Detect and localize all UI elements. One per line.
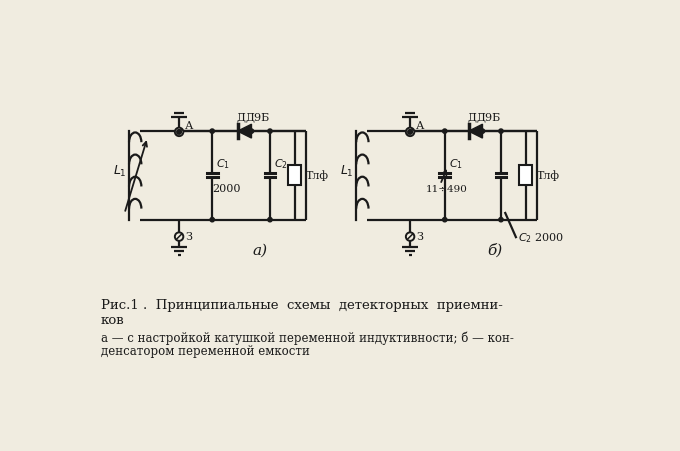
Circle shape (499, 217, 503, 222)
Text: ков: ков (101, 314, 124, 327)
Circle shape (406, 128, 414, 136)
Text: $C_2$: $C_2$ (274, 158, 288, 171)
Polygon shape (237, 124, 252, 138)
Text: Д: Д (237, 112, 246, 122)
Circle shape (175, 128, 184, 136)
Text: $C_1$: $C_1$ (216, 158, 230, 171)
Text: Д9Б: Д9Б (245, 112, 270, 122)
Circle shape (175, 232, 184, 241)
Text: Д: Д (468, 112, 477, 122)
Text: $C_1$: $C_1$ (449, 158, 462, 171)
Text: 2000: 2000 (212, 184, 240, 194)
Text: денсатором переменной емкости: денсатором переменной емкости (101, 345, 309, 358)
Text: 11÷490: 11÷490 (426, 185, 467, 194)
Circle shape (408, 130, 412, 134)
Text: $L_1$: $L_1$ (340, 164, 354, 179)
Bar (288, 166, 301, 185)
Text: б): б) (487, 243, 503, 258)
Text: Д9Б: Д9Б (477, 112, 500, 122)
Circle shape (177, 130, 182, 134)
Text: а — с настройкой катушкой переменной индуктивности; б — кон-: а — с настройкой катушкой переменной инд… (101, 331, 513, 345)
Text: А: А (416, 121, 424, 131)
Text: Рис.1 .  Принципиальные  схемы  детекторных  приемни-: Рис.1 . Принципиальные схемы детекторных… (101, 299, 503, 312)
Bar (520, 166, 532, 185)
Circle shape (210, 217, 214, 222)
Text: З: З (185, 232, 192, 242)
Circle shape (268, 217, 272, 222)
Polygon shape (469, 124, 483, 138)
Circle shape (408, 130, 412, 134)
Text: $L_1$: $L_1$ (113, 164, 126, 179)
Circle shape (499, 129, 503, 133)
Circle shape (443, 129, 447, 133)
Text: а): а) (252, 244, 267, 258)
Circle shape (480, 129, 485, 133)
Text: А: А (185, 121, 194, 131)
Text: З: З (416, 232, 423, 242)
Circle shape (177, 130, 182, 134)
Text: Тлф: Тлф (305, 170, 328, 181)
Circle shape (268, 129, 272, 133)
Circle shape (406, 232, 414, 241)
Circle shape (443, 217, 447, 222)
Circle shape (210, 129, 214, 133)
Text: $C_2$ 2000: $C_2$ 2000 (518, 231, 564, 245)
Text: Тлф: Тлф (537, 170, 560, 181)
Circle shape (250, 129, 254, 133)
